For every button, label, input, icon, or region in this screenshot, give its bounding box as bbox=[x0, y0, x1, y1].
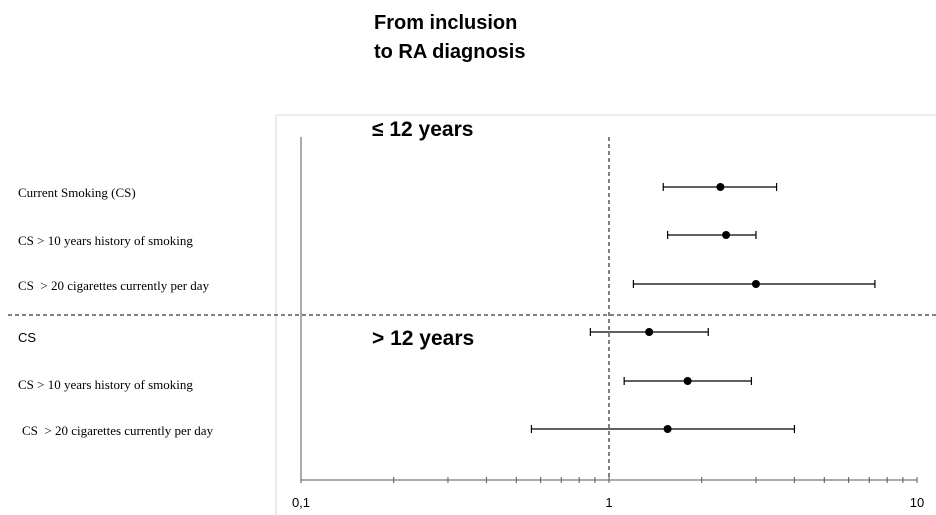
estimate-point bbox=[645, 328, 654, 336]
estimate-point bbox=[716, 183, 725, 191]
estimate-point bbox=[663, 425, 672, 433]
row-label-2-2: CS > 10 years history of smoking bbox=[18, 377, 193, 392]
group-label-2: > 12 years bbox=[372, 327, 474, 350]
header-line-1: From inclusion bbox=[374, 12, 517, 34]
x-tick-label: 0,1 bbox=[292, 495, 310, 510]
estimate-point bbox=[751, 280, 760, 288]
estimate-marks bbox=[530, 183, 876, 433]
row-label-2-3: CS > 20 cigarettes currently per day bbox=[22, 423, 214, 438]
row-label-2-1: CS bbox=[18, 330, 36, 345]
header-line-2: to RA diagnosis bbox=[374, 41, 525, 63]
x-tick-label: 1 bbox=[605, 495, 612, 510]
x-tick-label: 10 bbox=[910, 495, 924, 510]
estimate-point bbox=[722, 231, 731, 239]
group-label-1: ≤ 12 years bbox=[372, 118, 473, 141]
row-label-1-1: Current Smoking (CS) bbox=[18, 185, 136, 200]
x-axis-ticks bbox=[300, 477, 918, 483]
row-label-1-3: CS > 20 cigarettes currently per day bbox=[18, 278, 210, 293]
row-label-1-2: CS > 10 years history of smoking bbox=[18, 233, 193, 248]
x-axis-tick-labels: 0,1 1 10 bbox=[292, 495, 924, 510]
estimate-point bbox=[683, 377, 692, 385]
